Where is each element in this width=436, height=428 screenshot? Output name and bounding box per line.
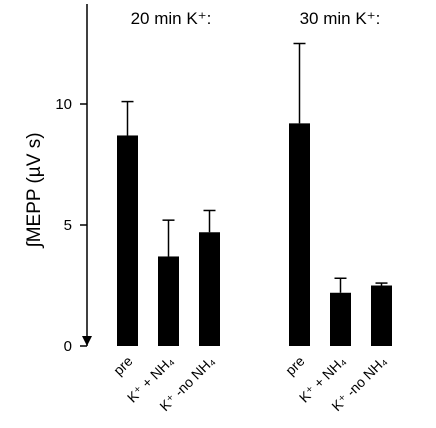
- y-ticks: 0 5 10: [55, 96, 87, 355]
- group-titles: 20 min K⁺: 30 min K⁺:: [131, 9, 381, 28]
- y-axis-arrowhead: [82, 336, 92, 346]
- bar: [117, 135, 138, 346]
- bar: [289, 123, 310, 346]
- bar: [158, 256, 179, 346]
- bar: [371, 285, 392, 346]
- group-title: 30 min K⁺:: [300, 9, 381, 28]
- bar: [199, 232, 220, 346]
- category-label: pre: [282, 353, 308, 379]
- bar: [330, 292, 351, 346]
- y-tick-label: 5: [64, 217, 72, 234]
- y-axis: [82, 4, 92, 346]
- y-tick-label: 0: [64, 338, 72, 355]
- category-label: pre: [110, 353, 136, 379]
- bars: [117, 42, 392, 346]
- y-axis-label: ∫MEPP (µV s): [24, 132, 45, 248]
- y-tick-label: 10: [55, 96, 72, 113]
- group-title: 20 min K⁺:: [131, 9, 212, 28]
